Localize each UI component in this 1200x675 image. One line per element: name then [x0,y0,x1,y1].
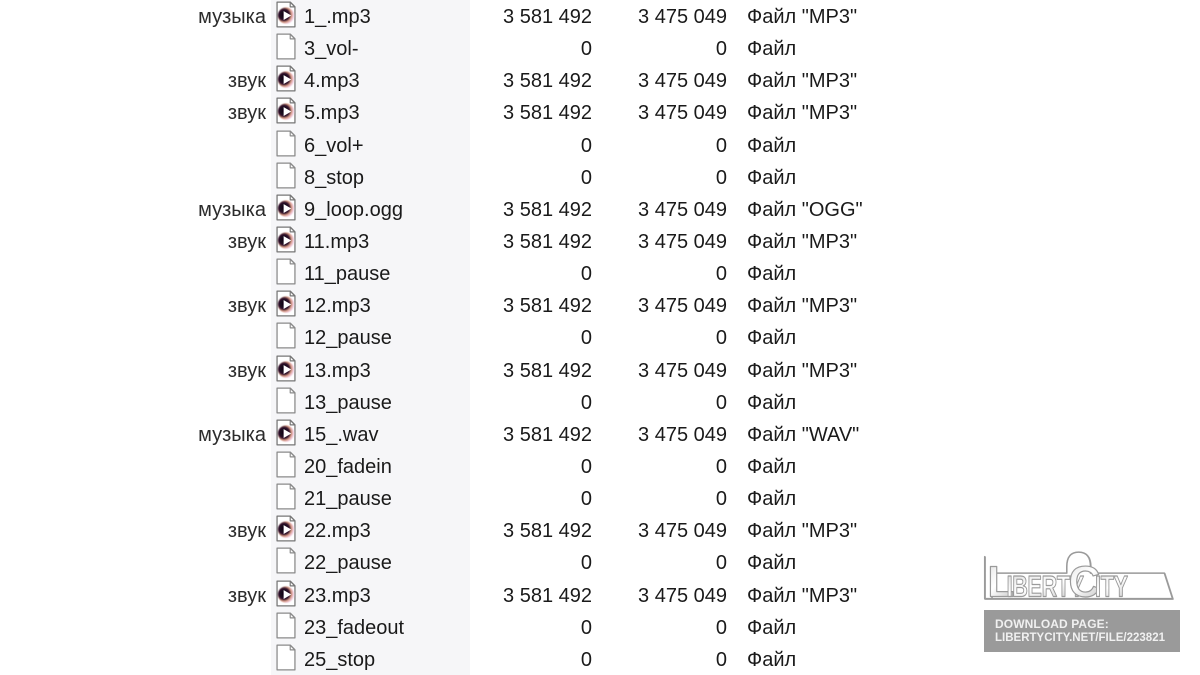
svg-text:ITY: ITY [1095,571,1128,603]
